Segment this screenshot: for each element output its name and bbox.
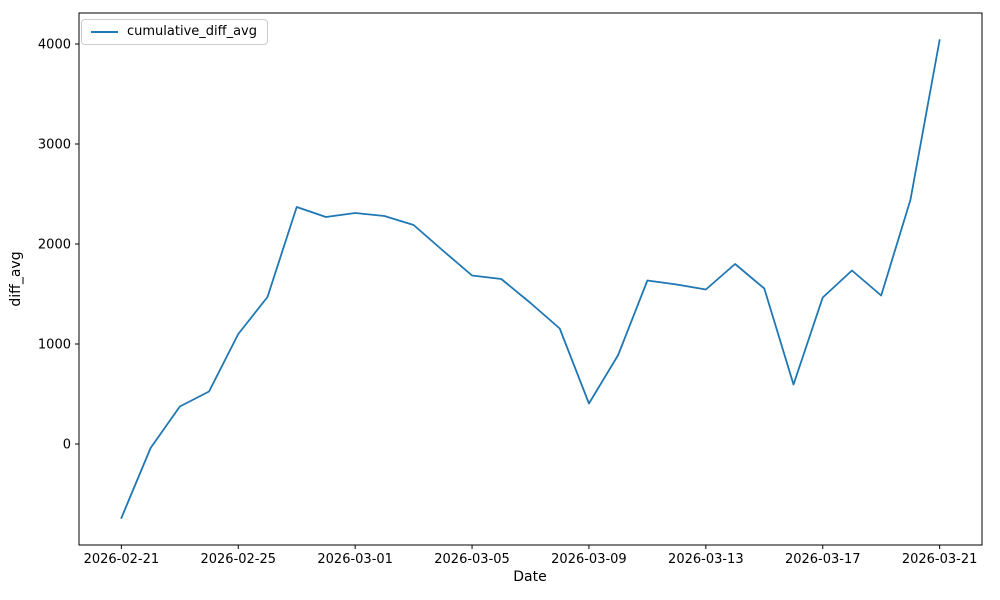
y-axis-label: diff_avg	[8, 251, 24, 307]
axes-spines	[78, 12, 983, 546]
x-tick-label: 2026-02-25	[200, 552, 276, 567]
x-tick-label: 2026-03-17	[785, 552, 861, 567]
legend-label: cumulative_diff_avg	[127, 24, 257, 39]
series-line-cumulative_diff_avg	[120, 39, 941, 519]
y-tick-label: 4000	[38, 38, 71, 53]
legend-line-sample	[91, 30, 118, 33]
x-tick-label: 2026-03-13	[668, 552, 744, 567]
x-tick-label: 2026-03-09	[551, 552, 627, 567]
x-tick-label: 2026-02-21	[84, 552, 160, 567]
x-tick-label: 2026-03-05	[434, 552, 510, 567]
x-tick-label: 2026-03-01	[317, 552, 393, 567]
y-tick-label: 0	[63, 438, 71, 453]
y-tick-label: 3000	[38, 138, 71, 153]
x-tick-label: 2026-03-21	[902, 552, 978, 567]
legend: cumulative_diff_avg	[81, 19, 268, 45]
x-axis-label: Date	[513, 569, 547, 585]
y-tick-label: 2000	[38, 238, 71, 253]
y-tick-label: 1000	[38, 338, 71, 353]
